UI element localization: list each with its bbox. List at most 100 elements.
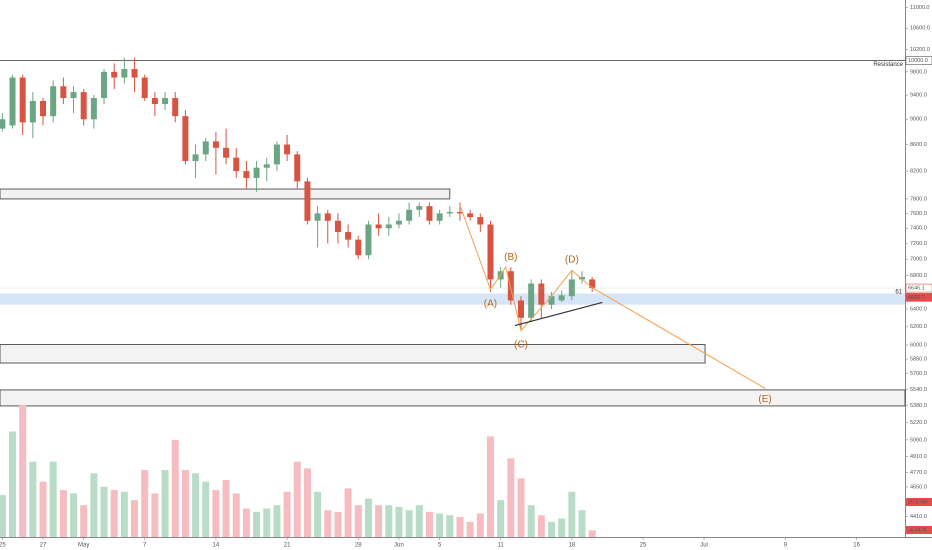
price-tag: 6606.7 bbox=[908, 295, 925, 301]
volume-bar bbox=[497, 500, 505, 537]
candle-body bbox=[426, 206, 433, 221]
x-tick-label: 28 bbox=[355, 543, 362, 549]
volume-bar bbox=[212, 490, 220, 537]
candle-body bbox=[304, 181, 311, 221]
y-tick-label: 5060.0 bbox=[910, 437, 927, 443]
volume-tag: 20.878K bbox=[908, 499, 929, 505]
volume-bar bbox=[39, 481, 47, 537]
volume-bar bbox=[192, 473, 200, 537]
volume-bar bbox=[151, 493, 159, 537]
candle-body bbox=[0, 119, 6, 129]
y-tick-label: 9000.0 bbox=[910, 117, 927, 123]
volume-bar bbox=[171, 439, 179, 537]
candle-body bbox=[477, 217, 484, 225]
candle-body bbox=[548, 296, 555, 305]
candle-body bbox=[40, 101, 47, 117]
candle-body bbox=[192, 154, 199, 162]
volume-bar bbox=[110, 490, 118, 537]
volume-bar bbox=[49, 461, 57, 537]
volume-bar bbox=[232, 493, 240, 537]
volume-bar bbox=[527, 505, 535, 537]
volume-bar bbox=[548, 521, 556, 537]
y-tick-label: 6000.0 bbox=[910, 342, 927, 348]
volume-bar bbox=[283, 491, 291, 537]
volume-bar bbox=[131, 500, 139, 537]
candle-body bbox=[334, 220, 341, 233]
candle-body bbox=[70, 92, 77, 99]
volume-bar bbox=[263, 508, 271, 537]
volume-bar bbox=[588, 530, 596, 537]
candle-body bbox=[385, 224, 392, 229]
y-tick-label: 6800.0 bbox=[910, 273, 927, 279]
x-tick-label: 7 bbox=[143, 543, 147, 549]
candle-body bbox=[538, 283, 545, 305]
candle-body bbox=[151, 98, 158, 105]
volume-bar bbox=[141, 470, 149, 537]
x-tick-label: 25 bbox=[0, 543, 6, 549]
wave-label: (E) bbox=[758, 394, 771, 405]
y-tick-label: 4770.0 bbox=[910, 470, 927, 476]
y-tick-label: 7600.0 bbox=[910, 211, 927, 217]
candle-body bbox=[406, 209, 413, 221]
volume-bar bbox=[466, 521, 474, 537]
candle-body bbox=[202, 141, 209, 155]
y-tick-label: 5380.0 bbox=[910, 403, 927, 409]
y-tick-label: 10200.0 bbox=[910, 47, 930, 53]
x-tick-label: 11 bbox=[498, 543, 505, 549]
candle-body bbox=[50, 86, 57, 117]
volume-tag-bg bbox=[906, 526, 932, 534]
volume-bar bbox=[354, 505, 362, 537]
candle-body bbox=[436, 213, 443, 221]
x-tick-label: Jun bbox=[394, 543, 404, 549]
volume-bar bbox=[80, 505, 88, 537]
volume-bar bbox=[242, 508, 250, 537]
candle-body bbox=[90, 98, 97, 120]
zone bbox=[0, 293, 905, 305]
volume-bar bbox=[537, 515, 545, 537]
x-tick-label: 16 bbox=[853, 543, 860, 549]
candle-body bbox=[212, 141, 219, 148]
volume-bar bbox=[314, 491, 322, 537]
x-tick-label: May bbox=[78, 543, 89, 549]
wave-line bbox=[459, 205, 766, 389]
candle-body bbox=[253, 167, 260, 178]
y-tick-label: 7200.0 bbox=[910, 241, 927, 247]
candle-body bbox=[456, 211, 463, 214]
volume-bar bbox=[578, 510, 586, 537]
y-tick-label: 6400.0 bbox=[910, 307, 927, 313]
volume-bar bbox=[90, 473, 98, 537]
volume-bar bbox=[324, 510, 332, 537]
volume-bar bbox=[334, 511, 342, 537]
candle-body bbox=[162, 98, 169, 105]
x-tick-label: 9 bbox=[784, 543, 788, 549]
volume-bar bbox=[405, 510, 413, 537]
volume-bar bbox=[517, 478, 525, 537]
y-tick-label: 7400.0 bbox=[910, 226, 927, 232]
volume-bar bbox=[375, 505, 383, 537]
volume-bar bbox=[59, 490, 67, 537]
y-tick-label: 9400.0 bbox=[910, 93, 927, 99]
y-tick-label: 5540.0 bbox=[910, 387, 927, 393]
candle-body bbox=[294, 154, 301, 182]
volume-bar bbox=[100, 486, 108, 537]
y-tick-label: 7800.0 bbox=[910, 196, 927, 202]
candle-body bbox=[365, 224, 372, 256]
candle-body bbox=[395, 220, 402, 225]
candle-body bbox=[284, 144, 291, 155]
candle-body bbox=[579, 276, 586, 280]
candle-body bbox=[355, 239, 362, 256]
volume-bar bbox=[395, 506, 403, 537]
volume-bar bbox=[181, 470, 189, 537]
y-tick-label: 10600.0 bbox=[910, 26, 930, 32]
price-tag-bg bbox=[905, 283, 932, 293]
x-tick-label: 21 bbox=[284, 543, 291, 549]
y-tick-label: 5700.0 bbox=[910, 371, 927, 377]
trend-line bbox=[514, 301, 603, 327]
price-tag: 6646.1 bbox=[908, 286, 925, 292]
candle-body bbox=[80, 92, 87, 120]
candle-body bbox=[182, 116, 189, 162]
y-tick-label: 11000.0 bbox=[910, 5, 929, 11]
zone bbox=[0, 389, 906, 407]
